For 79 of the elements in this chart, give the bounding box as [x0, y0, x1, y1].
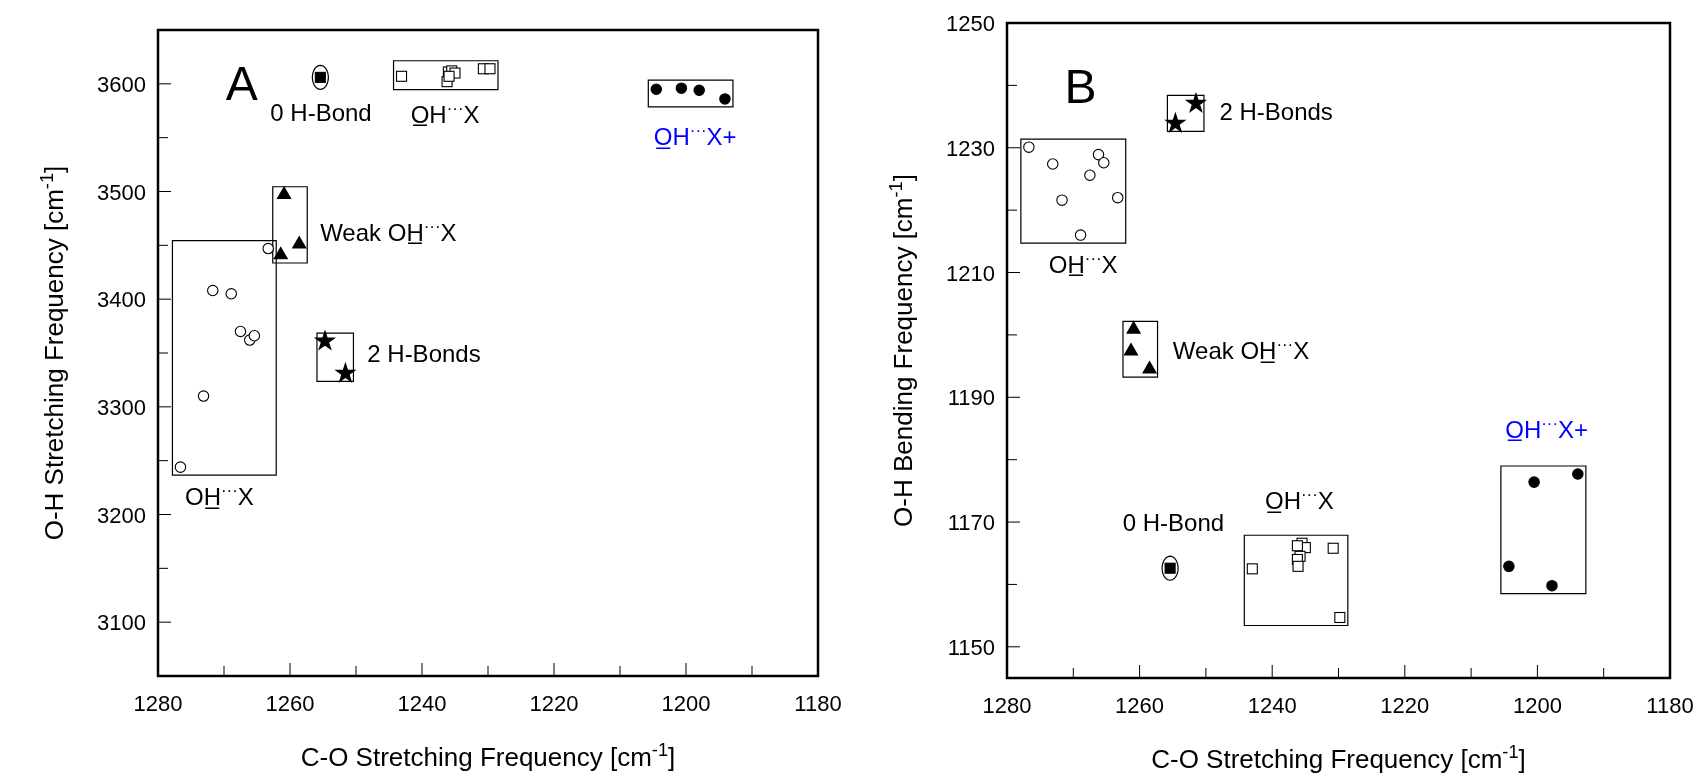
point — [276, 186, 292, 200]
y-tick-label: 3400 — [97, 287, 146, 313]
y-tick-label: 3300 — [97, 394, 146, 420]
point — [234, 325, 247, 338]
point — [650, 83, 663, 95]
x-tick-label: 1260 — [265, 691, 315, 716]
point — [174, 461, 187, 473]
point — [1142, 361, 1157, 374]
point — [484, 63, 496, 75]
annotation: O̲H$^{···}$X+ — [653, 120, 737, 151]
point — [1074, 229, 1087, 241]
x-tick-label: 1200 — [661, 691, 711, 716]
point — [1084, 169, 1096, 181]
point — [1334, 611, 1346, 624]
point — [315, 330, 335, 350]
point — [292, 236, 307, 249]
point — [1123, 342, 1139, 356]
x-tick-label: 1240 — [397, 691, 447, 716]
annotation: 2 H-Bonds — [367, 339, 481, 367]
point — [395, 70, 408, 82]
annotation: OH̲$^{···}$X — [1048, 248, 1118, 278]
x-tick-label: 1280 — [982, 693, 1032, 718]
y-tick-label: 1150 — [947, 634, 995, 660]
point — [1572, 468, 1584, 480]
point — [1092, 148, 1105, 161]
point — [693, 84, 705, 97]
x-axis-title: C-O Stretching Frequency [cm$^{-1}$] — [300, 740, 676, 772]
y-tick-label: 3600 — [97, 71, 146, 97]
y-tick-label: 1170 — [947, 510, 995, 536]
annotation: O̲H$^{···}$X+ — [1505, 413, 1589, 443]
point — [1246, 563, 1258, 575]
point — [1528, 476, 1540, 488]
point — [719, 93, 731, 105]
annotation: O̲H$^{···}$X — [1264, 484, 1334, 515]
point — [207, 284, 219, 297]
y-tick-label: 1250 — [946, 11, 995, 36]
annotation: 0 H-Bond — [270, 99, 372, 127]
point — [1327, 542, 1339, 554]
y-tick-label: 1190 — [947, 385, 995, 411]
annotation: Weak OH̲$^{···}$X — [1172, 334, 1310, 365]
y-tick-label: 3500 — [97, 179, 146, 205]
point — [1503, 560, 1515, 573]
point — [443, 70, 455, 82]
x-tick-label: 1180 — [1646, 693, 1694, 718]
point — [225, 288, 238, 300]
x-tick-label: 1220 — [1380, 693, 1430, 718]
point — [197, 390, 210, 402]
point — [1291, 540, 1303, 552]
point — [262, 242, 274, 255]
x-axis-title: C-O Stretching Frequency [cm$^{-1}$] — [1151, 742, 1526, 774]
annotation: B — [1064, 59, 1097, 113]
point — [1546, 579, 1558, 592]
y-tick-label: 1210 — [946, 260, 995, 286]
point — [1126, 321, 1141, 334]
annotation: OH̲$^{···}$X — [184, 480, 254, 511]
point — [273, 246, 288, 260]
annotation: A — [225, 57, 258, 111]
point — [1292, 560, 1304, 572]
point — [1023, 141, 1035, 153]
annotation: O̲H$^{···}$X — [410, 98, 480, 128]
y-tick-label: 1230 — [946, 135, 995, 161]
x-tick-label: 1180 — [794, 691, 842, 716]
x-tick-label: 1240 — [1247, 693, 1297, 718]
point — [1111, 191, 1124, 204]
y-tick-label: 3200 — [97, 502, 146, 528]
x-tick-label: 1200 — [1512, 693, 1562, 718]
annotation: 2 H-Bonds — [1219, 98, 1333, 126]
point — [335, 363, 356, 383]
annotation: Weak OH̲$^{···}$X — [320, 216, 457, 246]
point — [248, 330, 261, 342]
point — [1056, 194, 1068, 206]
x-tick-label: 1260 — [1115, 693, 1165, 718]
annotation: 0 H-Bond — [1122, 509, 1225, 537]
y-tick-label: 3100 — [97, 610, 146, 636]
point — [1098, 156, 1110, 169]
point — [675, 82, 688, 94]
point — [1046, 158, 1059, 170]
x-tick-label: 1220 — [529, 691, 579, 716]
x-tick-label: 1280 — [133, 691, 183, 716]
